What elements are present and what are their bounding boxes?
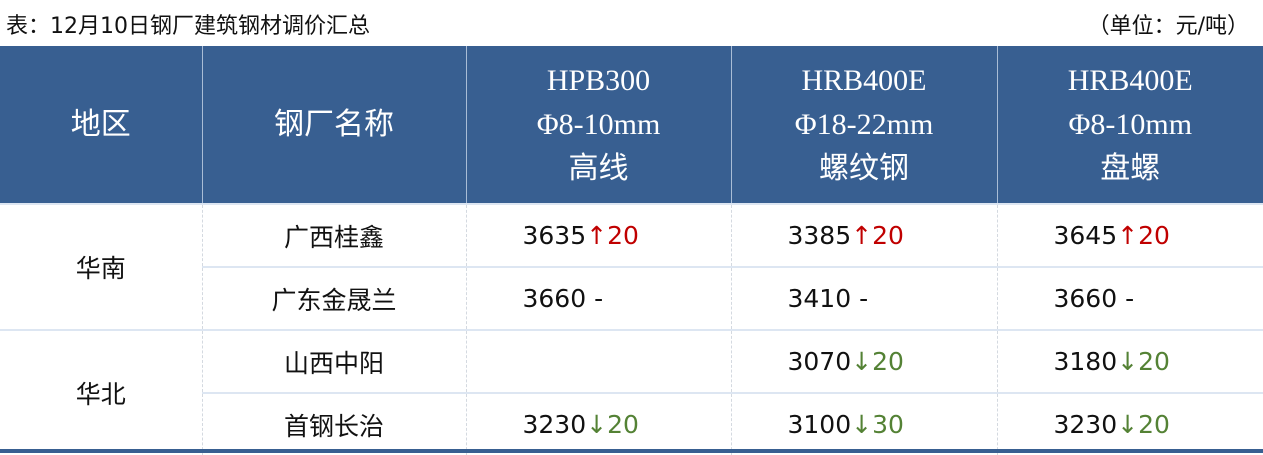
column-header: 地区 (0, 46, 202, 204)
price: 3660 (523, 284, 587, 313)
column-header: 钢厂名称 (202, 46, 466, 204)
price: 3645 (1054, 221, 1118, 250)
region-cell: 华北 (0, 330, 202, 455)
header-line: Φ8-10mm (998, 103, 1263, 147)
price-cell: 3070↓20 (731, 330, 997, 393)
price: 3635 (523, 221, 587, 250)
header-line: 地区 (0, 103, 202, 147)
header-line: 钢厂名称 (203, 103, 466, 147)
price: 3230 (1054, 410, 1118, 439)
price-cell: 3180↓20 (997, 330, 1263, 393)
price-change: 20 (1138, 410, 1170, 439)
mill-name: 广东金晟兰 (202, 267, 466, 330)
price-change: 20 (607, 221, 639, 250)
arrow-down-icon: ↓ (1117, 347, 1138, 376)
price-change: 20 (1138, 221, 1170, 250)
price-cell: 3385↑20 (731, 204, 997, 267)
arrow-up-icon: ↑ (1117, 221, 1138, 250)
price-change: 20 (1138, 347, 1170, 376)
price: 3410 (788, 284, 852, 313)
header-line: 高线 (467, 147, 731, 191)
price-cell (466, 330, 731, 393)
arrow-up-icon: ↑ (586, 221, 607, 250)
price-change: 20 (872, 221, 904, 250)
header-line: HRB400E (732, 59, 997, 103)
table-title: 表：12月10日钢厂建筑钢材调价汇总 (6, 8, 370, 40)
price-cell: 3660 - (466, 267, 731, 330)
price-change: - (586, 284, 603, 313)
price: 3660 (1054, 284, 1118, 313)
price-change: 20 (607, 410, 639, 439)
price-cell: 3230↓20 (997, 393, 1263, 455)
price: 3230 (523, 410, 587, 439)
header-line: Φ18-22mm (732, 103, 997, 147)
arrow-up-icon: ↑ (851, 221, 872, 250)
price-change: - (851, 284, 868, 313)
price: 3070 (788, 347, 852, 376)
arrow-down-icon: ↓ (1117, 410, 1138, 439)
price-cell: 3645↑20 (997, 204, 1263, 267)
price-cell: 3230↓20 (466, 393, 731, 455)
price: 3100 (788, 410, 852, 439)
arrow-down-icon: ↓ (586, 410, 607, 439)
region-cell: 华南 (0, 204, 202, 330)
price-change: - (1117, 284, 1134, 313)
header-line: 盘螺 (998, 147, 1263, 191)
price-cell: 3100↓30 (731, 393, 997, 455)
header-line: 螺纹钢 (732, 147, 997, 191)
price-cell: 3635↑20 (466, 204, 731, 267)
price-change: 20 (872, 347, 904, 376)
mill-name: 山西中阳 (202, 330, 466, 393)
price-cell: 3410 - (731, 267, 997, 330)
price-cell: 3660 - (997, 267, 1263, 330)
price: 3180 (1054, 347, 1118, 376)
mill-name: 首钢长治 (202, 393, 466, 455)
arrow-down-icon: ↓ (851, 410, 872, 439)
unit-label: （单位：元/吨） (1088, 8, 1249, 40)
header-line: HPB300 (467, 59, 731, 103)
header-line: Φ8-10mm (467, 103, 731, 147)
header-line: HRB400E (998, 59, 1263, 103)
mill-name: 广西桂鑫 (202, 204, 466, 267)
price: 3385 (788, 221, 852, 250)
arrow-down-icon: ↓ (851, 347, 872, 376)
bottom-border (0, 449, 1263, 453)
price-change: 30 (872, 410, 904, 439)
